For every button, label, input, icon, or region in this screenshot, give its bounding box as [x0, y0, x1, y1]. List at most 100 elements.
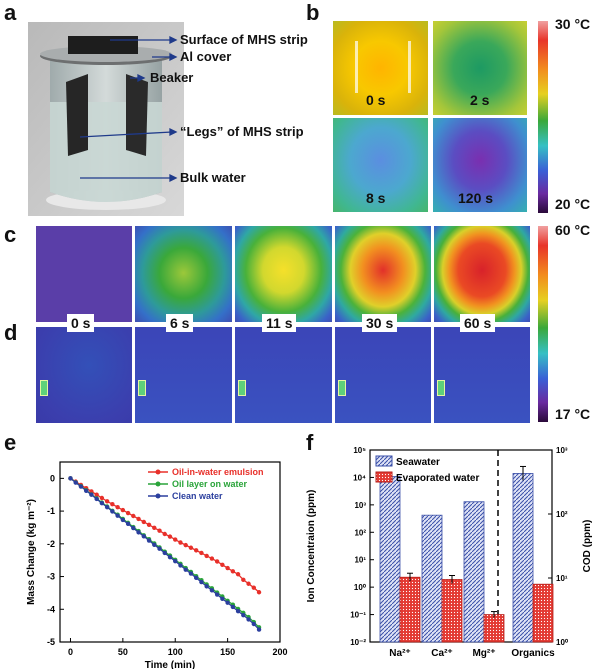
data-point — [89, 492, 94, 497]
data-point — [256, 627, 262, 632]
data-point — [183, 567, 188, 572]
y2-axis-label: COD (ppm) — [582, 520, 593, 573]
legend-label: Oil layer on water — [172, 479, 248, 489]
y-tick-label: -3 — [47, 572, 55, 582]
panel-label-e: e — [4, 430, 17, 455]
x-tick-label: 0 — [68, 647, 73, 657]
data-point — [131, 513, 136, 519]
time-label-b-3: 120 s — [458, 190, 494, 206]
y-tick-label: 10² — [354, 528, 366, 537]
y2-tick-label: 10¹ — [556, 574, 568, 583]
leg-hotspot-d-2 — [238, 380, 246, 396]
data-point — [115, 513, 120, 518]
data-point — [235, 572, 241, 577]
ion-concentration-chart: 10⁻² 10⁻¹ 10⁰ 10¹ 10² 10³ 10⁴ 10⁵ 10⁰ 10¹ 10² 10³ Io… — [306, 446, 593, 659]
data-point — [68, 476, 73, 481]
data-point — [178, 540, 183, 545]
legend-swatch-evaporated — [375, 471, 393, 483]
panel-label-d: d — [4, 320, 18, 345]
data-point — [204, 584, 209, 589]
leg-hotspot-d-4 — [437, 380, 445, 396]
panel-label-c: c — [4, 222, 17, 247]
bar-seawater — [379, 476, 401, 643]
data-point — [209, 588, 215, 593]
data-point — [157, 546, 162, 551]
data-point — [199, 550, 204, 556]
data-point — [73, 480, 78, 485]
y-tick-label: 10³ — [354, 501, 366, 510]
bar-evaporated — [399, 576, 421, 643]
data-point — [251, 585, 257, 590]
data-point — [173, 558, 178, 564]
time-label-b-0: 0 s — [366, 92, 386, 108]
data-point — [246, 617, 251, 622]
data-point — [120, 507, 126, 513]
data-point — [241, 577, 246, 583]
data-point — [157, 528, 162, 533]
data-point — [256, 590, 262, 595]
data-point — [173, 537, 178, 542]
y-tick-label: -2 — [47, 539, 55, 549]
data-point — [136, 516, 141, 522]
y-axis-label: Ion Concentraion (ppm) — [306, 490, 317, 603]
data-point — [220, 562, 225, 567]
colorbar-cd — [538, 226, 548, 422]
colorbar-b — [538, 21, 548, 213]
time-label-b-1: 2 s — [470, 92, 490, 108]
data-point — [225, 600, 230, 605]
data-point — [199, 579, 204, 585]
leg-hotspot-d-3 — [338, 380, 346, 396]
x-tick-label: 200 — [272, 647, 287, 657]
data-point — [220, 596, 225, 601]
legend-label: Clean water — [172, 491, 223, 501]
y-tick-label: 10⁵ — [353, 446, 366, 455]
y-tick-label: -1 — [47, 506, 55, 516]
x-tick-label: 150 — [220, 647, 235, 657]
y2-tick-label: 10² — [556, 510, 568, 519]
data-point — [146, 538, 152, 543]
y-tick-label: 10⁻² — [350, 638, 366, 647]
data-point — [193, 575, 199, 581]
data-point — [178, 563, 183, 568]
leg-hotspot-d-0 — [40, 380, 48, 396]
data-point — [230, 569, 236, 574]
thermal-image-c-6s — [135, 226, 232, 324]
time-label-c-4: 60 s — [460, 314, 496, 332]
bar-evaporated — [483, 614, 505, 643]
legend-label-seawater: Seawater — [396, 457, 440, 468]
mass-change-chart: 0 50 100 150 200 0 -1 -2 -3 -4 -5 Time (min) Mass Ch… — [26, 461, 288, 669]
data-point — [104, 499, 110, 504]
data-point — [83, 488, 89, 493]
data-point — [214, 559, 220, 564]
data-point — [78, 484, 84, 489]
colorbar-cd-min: 17 °C — [555, 406, 591, 422]
x-tick-label: 100 — [168, 647, 183, 657]
y-tick-label: 0 — [50, 473, 55, 483]
leg-hotspot-d-1 — [138, 380, 146, 396]
data-point — [246, 581, 251, 586]
data-point — [235, 609, 241, 614]
panel-label-a: a — [4, 0, 17, 25]
category-label: Na²⁺ — [389, 648, 410, 659]
data-point — [94, 492, 99, 497]
bar-seawater — [512, 473, 534, 643]
thermal-image-c-0s — [36, 226, 132, 324]
legend-marker — [155, 493, 161, 499]
y-tick-label: 10⁻¹ — [350, 611, 366, 620]
beaker-photo — [28, 22, 184, 216]
thermal-image-b-120s — [433, 118, 527, 212]
data-point — [99, 501, 105, 506]
y-tick-label: -5 — [47, 637, 55, 647]
data-point — [209, 556, 215, 561]
colorbar-cd-max: 60 °C — [555, 222, 591, 238]
legend-swatch-seawater — [375, 455, 393, 467]
category-label: Ca²⁺ — [431, 648, 452, 659]
data-point — [99, 495, 105, 501]
annotation-bulk-water: Bulk water — [180, 170, 246, 185]
data-point — [162, 550, 167, 556]
data-point — [152, 525, 157, 530]
data-point — [104, 504, 110, 510]
data-point — [120, 517, 126, 523]
data-point — [131, 525, 136, 531]
data-point — [146, 522, 152, 528]
